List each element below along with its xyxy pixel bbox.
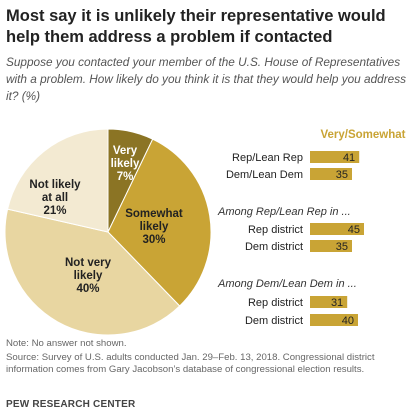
bar xyxy=(310,151,360,163)
bar-label: Dem/Lean Dem xyxy=(226,169,303,181)
bar-label: Dem district xyxy=(245,315,303,327)
bar xyxy=(310,240,352,252)
value-column-header: Very/Somewhat xyxy=(320,129,405,141)
pie-slice-label: Somewhat likely 30% xyxy=(125,208,183,246)
chart-subtitle: Suppose you contacted your member of the… xyxy=(6,55,406,103)
pie-slice-label: Not likely at all 21% xyxy=(29,179,81,217)
chart-title: Most say it is unlikely their representa… xyxy=(6,7,386,46)
pie-slice xyxy=(107,138,212,307)
bar-label: Rep district xyxy=(248,224,303,236)
bar xyxy=(310,223,364,235)
bar-label: Rep district xyxy=(248,297,303,309)
footer: Note: No answer not shown. Source: Surve… xyxy=(6,338,416,377)
footer-source: Source: Survey of U.S. adults conducted … xyxy=(6,351,375,376)
bar-value-label: 35 xyxy=(336,169,348,181)
bar-value-label: 45 xyxy=(348,224,360,236)
pie-slice-label: Not very likely 40% xyxy=(65,257,112,295)
bar xyxy=(310,168,352,180)
brand-label: PEW RESEARCH CENTER xyxy=(6,399,136,410)
bar-label: Rep/Lean Rep xyxy=(232,152,303,164)
bar xyxy=(310,296,348,308)
bar-value-label: 31 xyxy=(331,297,343,309)
bar-label: Dem district xyxy=(245,241,303,253)
group-heading: Among Rep/Lean Rep in ... xyxy=(217,206,351,218)
bar xyxy=(310,314,358,326)
bar-value-label: 41 xyxy=(343,152,355,164)
bar-value-label: 35 xyxy=(336,241,348,253)
pie-slice-label: Very likely 7% xyxy=(111,145,140,183)
footer-note: Note: No answer not shown. xyxy=(6,338,127,349)
group-heading: Among Dem/Lean Dem in ... xyxy=(217,278,357,290)
bar-value-label: 40 xyxy=(342,315,354,327)
pie-slice xyxy=(4,208,181,336)
pie-slice xyxy=(6,128,109,233)
